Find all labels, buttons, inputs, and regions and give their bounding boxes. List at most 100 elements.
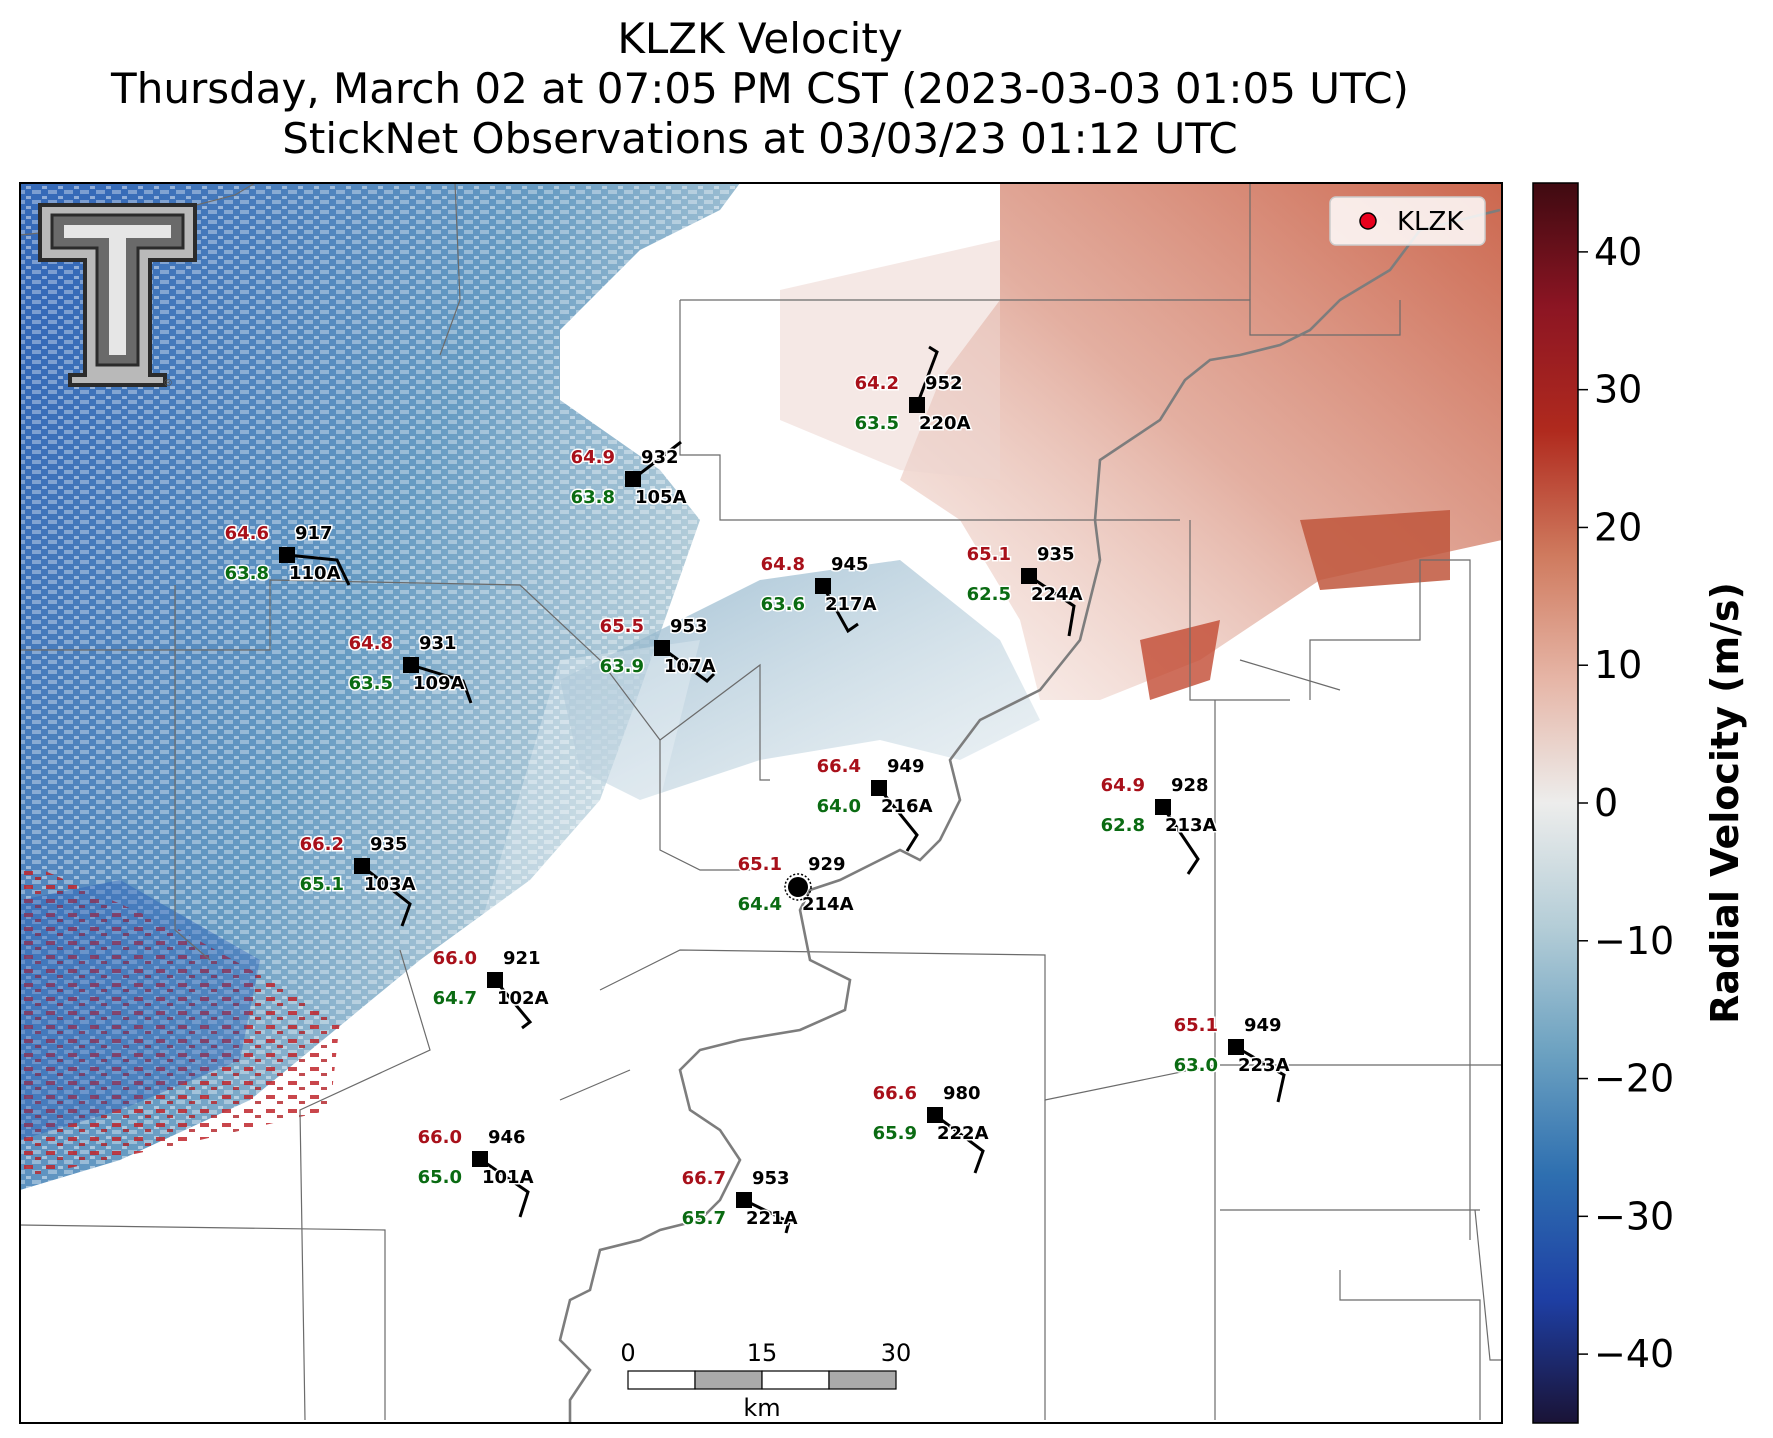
county-boundaries <box>20 183 1502 1421</box>
wind-barb-icon <box>1161 806 1200 875</box>
texas-tech-logo: ® <box>38 203 197 389</box>
station-pressure: 932 <box>641 447 679 468</box>
station-id: 223A <box>1238 1055 1290 1076</box>
station-marker-icon <box>654 640 670 656</box>
station-224A: 65.1 935 62.5 224A <box>965 543 1084 637</box>
colorbar: 40 30 20 10 0 −10 −20 −30 −40 Radial Velocity (m… <box>1532 182 1747 1424</box>
station-dewpoint: 63.8 <box>571 487 615 508</box>
scale-unit: km <box>743 1394 780 1422</box>
station-marker-icon <box>487 972 503 988</box>
station-id: 214A <box>802 894 854 915</box>
scale-label-30: 30 <box>881 1339 912 1367</box>
colorbar-ticks: 40 30 20 10 0 −10 −20 −30 −40 <box>1578 230 1674 1376</box>
station-marker-icon <box>1228 1039 1244 1055</box>
station-marker-icon <box>909 397 925 413</box>
colorbar-gradient <box>1532 182 1579 1424</box>
station-dewpoint: 65.7 <box>682 1208 726 1229</box>
colorbar-tick-label: −40 <box>1594 1332 1674 1376</box>
station-222A: 66.6 980 65.9 222A <box>871 1082 990 1174</box>
map-title: KLZK Velocity <box>617 14 903 63</box>
station-marker-icon <box>472 1151 488 1167</box>
station-temperature: 65.5 <box>600 616 644 637</box>
station-pressure: 945 <box>831 554 869 575</box>
station-id: 110A <box>289 563 341 584</box>
wind-barb-icon <box>410 663 473 704</box>
station-dewpoint: 63.9 <box>600 656 644 677</box>
station-pressure: 949 <box>887 756 925 777</box>
station-marker-icon <box>1155 799 1171 815</box>
station-marker-icon <box>871 780 887 796</box>
station-223A: 65.1 949 63.0 223A <box>1172 1014 1291 1103</box>
colorbar-tick-label: 10 <box>1594 643 1642 687</box>
colorbar-tick-label: 0 <box>1594 781 1618 825</box>
station-temperature: 64.9 <box>571 447 615 468</box>
station-temperature: 64.8 <box>761 554 805 575</box>
wind-barb-icon <box>493 979 533 1030</box>
colorbar-tick-label: 20 <box>1594 505 1642 549</box>
station-107A: 65.5 953 63.9 107A <box>598 615 717 683</box>
station-id: 105A <box>635 487 687 508</box>
station-id: 220A <box>919 413 971 434</box>
station-pressure: 928 <box>1171 775 1209 796</box>
station-id: 216A <box>881 796 933 817</box>
colorbar-label: Radial Velocity (m/s) <box>1703 582 1747 1024</box>
scale-bar: 0 15 30 km <box>620 1339 911 1422</box>
wind-barb-icon <box>877 787 919 852</box>
station-105A: 64.9 932 63.8 105A <box>569 440 688 510</box>
station-dewpoint: 63.6 <box>761 594 805 615</box>
station-id: 107A <box>664 656 716 677</box>
station-marker-icon <box>736 1192 752 1208</box>
station-temperature: 65.1 <box>1174 1015 1218 1036</box>
station-temperature: 66.2 <box>300 834 344 855</box>
wind-barb-icon <box>1028 574 1076 637</box>
station-id: 109A <box>413 673 465 694</box>
station-pressure: 931 <box>419 633 457 654</box>
wind-barb-icon <box>915 345 939 406</box>
scale-label-0: 0 <box>620 1339 635 1367</box>
station-221A: 66.7 953 65.7 221A <box>680 1167 799 1234</box>
station-marker-icon <box>625 471 641 487</box>
map-frame <box>19 182 1503 1424</box>
station-pressure: 935 <box>1037 544 1075 565</box>
station-dewpoint: 64.0 <box>817 796 861 817</box>
legend-label: KLZK <box>1397 207 1464 237</box>
station-dewpoint: 64.7 <box>433 988 477 1009</box>
station-dewpoint: 65.1 <box>300 874 344 895</box>
river <box>558 208 1501 1423</box>
station-109A: 64.8 931 63.5 109A <box>347 632 473 704</box>
station-pressure: 952 <box>925 373 963 394</box>
station-id: 217A <box>825 594 877 615</box>
station-temperature: 64.6 <box>225 523 269 544</box>
station-temperature: 65.1 <box>967 544 1011 565</box>
station-dewpoint: 62.5 <box>967 584 1011 605</box>
station-220A: 64.2 952 63.5 220A <box>853 345 972 436</box>
radar-site-ring <box>784 873 812 901</box>
wind-barb-icon <box>934 1113 985 1174</box>
station-pressure: 929 <box>808 854 846 875</box>
station-marker-icon <box>1021 568 1037 584</box>
station-dewpoint: 63.8 <box>225 563 269 584</box>
station-marker-icon <box>815 578 831 594</box>
map-subtitle: Thursday, March 02 at 07:05 PM CST (2023… <box>111 64 1409 113</box>
wind-barb-icon <box>661 646 716 683</box>
station-110A: 64.6 917 63.8 110A <box>223 522 351 586</box>
station-dewpoint: 65.0 <box>418 1167 462 1188</box>
klzk-marker-icon <box>1359 212 1377 230</box>
station-pressure: 980 <box>943 1083 981 1104</box>
svg-text:®: ® <box>163 378 173 389</box>
station-marker-icon <box>354 858 370 874</box>
observations-time: StickNet Observations at 03/03/23 01:12 … <box>282 114 1238 163</box>
station-temperature: 66.7 <box>682 1168 726 1189</box>
station-217A: 64.8 945 63.6 217A <box>759 553 878 634</box>
station-marker-icon <box>403 657 419 673</box>
station-id: 221A <box>746 1208 798 1229</box>
wind-barb-icon <box>286 553 351 586</box>
station-id: 102A <box>497 988 549 1009</box>
radar-site-marker-icon <box>788 877 808 897</box>
station-pressure: 946 <box>488 1127 526 1148</box>
station-dewpoint: 63.0 <box>1174 1055 1218 1076</box>
colorbar-tick-label: −30 <box>1594 1194 1674 1238</box>
station-marker-icon <box>927 1107 943 1123</box>
station-id: 103A <box>364 874 416 895</box>
station-temperature: 66.0 <box>418 1127 462 1148</box>
